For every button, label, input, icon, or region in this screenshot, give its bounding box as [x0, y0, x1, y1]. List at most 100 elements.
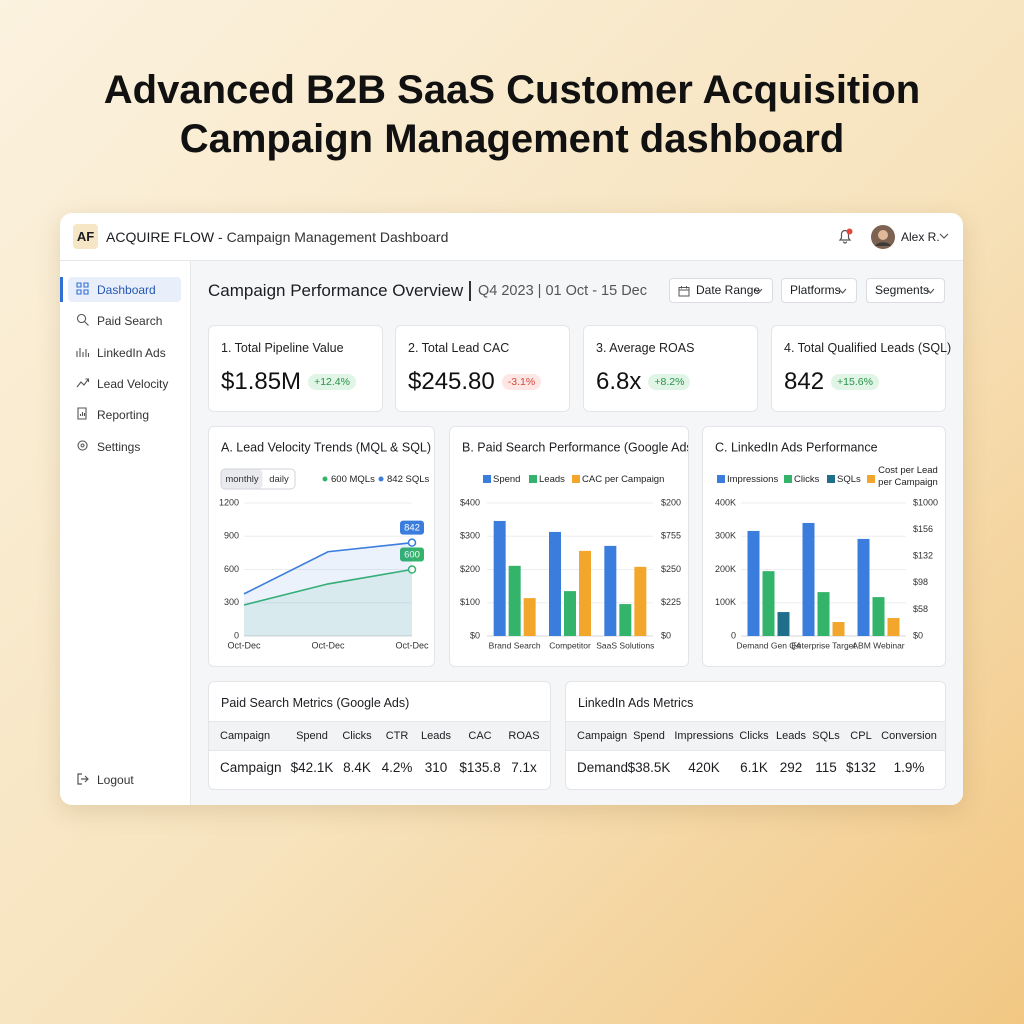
toggle-option: monthly [225, 474, 259, 485]
x-tick-label: Oct-Dec [227, 640, 261, 650]
active-nav-indicator [60, 277, 63, 302]
logout[interactable]: Logout [97, 773, 134, 787]
column-header: CPL [850, 730, 872, 742]
y-tick-label: 900 [224, 531, 239, 541]
x-tick-label: SaaS Solutions [596, 640, 654, 650]
logo: AF [73, 224, 98, 249]
bar [508, 565, 521, 636]
section-title: Campaign Performance Overview [208, 281, 464, 300]
filter-label: Date Range [696, 283, 761, 297]
nav-item[interactable]: Dashboard [97, 283, 156, 297]
value-label: 842 [404, 523, 420, 534]
bar [777, 612, 790, 636]
kpi-label: 2. Total Lead CAC [408, 341, 510, 355]
chart-title: C. LinkedIn Ads Performance [715, 440, 878, 454]
y-tick-label: 200K [715, 564, 736, 574]
bar [523, 598, 536, 636]
x-tick-label: Competitor [549, 640, 591, 650]
notification-bell[interactable] [836, 227, 854, 245]
y-tick-label: 400K [715, 497, 736, 507]
legend-label: Impressions [727, 474, 778, 485]
chart: A. Lead Velocity Trends (MQL & SQL) 0 300 6… [219, 440, 431, 650]
avatar[interactable] [870, 224, 896, 250]
kpi-value: 842 [784, 368, 825, 395]
column-header: Impressions [674, 730, 734, 742]
period: Q4 2023 | 01 Oct - 15 Dec [478, 283, 647, 299]
nav-item[interactable]: Lead Velocity [97, 376, 169, 391]
legend-swatch [483, 475, 491, 483]
table-cell: Campaign [220, 760, 282, 775]
legend-label: 600 MQLs [331, 474, 375, 485]
bar [634, 566, 647, 636]
column-header: Conversion [881, 730, 937, 742]
column-header: Campaign [220, 730, 271, 742]
y2-tick-label: $132 [913, 551, 933, 561]
table-card: Paid Search Metrics (Google Ads) Campaign… [208, 681, 551, 790]
column-header: Campaign [577, 730, 628, 742]
filter-button[interactable]: Date Range [669, 278, 773, 303]
column-header: Clicks [739, 730, 769, 742]
y2-tick-label: $0 [661, 630, 671, 640]
nav-item[interactable]: Reporting [97, 408, 150, 423]
brand-subtitle: - Campaign Management Dashboard [218, 229, 449, 245]
icon-shape [77, 314, 89, 327]
x-tick-label: ABM Webinar [852, 640, 904, 650]
series-area [244, 569, 412, 636]
chart-title: A. Lead Velocity Trends (MQL & SQL) [221, 440, 431, 454]
nav-item[interactable]: Paid Search [97, 314, 163, 329]
filter-label: Platforms [790, 283, 841, 297]
kpi-label: 1. Total Pipeline Value [221, 341, 344, 355]
nav-item[interactable]: Settings [97, 439, 141, 454]
icon-shape [77, 407, 87, 420]
bar [619, 604, 632, 636]
filter-button[interactable]: Platforms [781, 278, 857, 303]
table-cell: 4.2% [381, 760, 413, 775]
caret-shape [926, 288, 935, 294]
nav-icon [76, 378, 90, 388]
kpi-card: 4. Total Qualified Leads (SQL) 842 +15.6% [771, 325, 951, 412]
table-cell: $42.1K [290, 760, 334, 775]
bar [493, 520, 506, 636]
nav-icon [76, 347, 90, 357]
column-header: Leads [421, 730, 451, 742]
column-header: Spend [633, 730, 665, 742]
x-tick-label: Enterprise Target [791, 640, 856, 650]
y-tick-label: $100 [460, 597, 480, 607]
legend-dot [322, 476, 328, 482]
nav-icon [76, 282, 89, 295]
nav-item[interactable]: LinkedIn Ads [97, 345, 166, 360]
kpi-value: $1.85M [221, 368, 302, 395]
y2-tick-label: $0 [913, 630, 923, 640]
y-tick-label: 300K [715, 531, 736, 541]
bar [857, 538, 870, 636]
user-name[interactable]: Alex R. [901, 230, 940, 244]
value-label-box [400, 520, 424, 535]
table-cell: 115 [815, 760, 837, 775]
kpi-change: +8.2% [648, 374, 691, 390]
table-card: LinkedIn Ads Metrics Campaign Spend Impress… [565, 681, 946, 790]
end-point [407, 538, 417, 547]
legend-label: Leads [539, 474, 565, 485]
toggle-option: daily [269, 474, 289, 485]
legend-swatch [529, 475, 537, 483]
table-header-bg [209, 721, 550, 751]
logout-icon [77, 773, 89, 785]
column-header: CAC [468, 730, 492, 742]
filter-button[interactable]: Segments [866, 278, 945, 303]
series-line [243, 568, 413, 606]
kpi-card: 2. Total Lead CAC $245.80 -3.1% [395, 325, 570, 412]
y2-tick-label: $200 [661, 497, 681, 507]
kpi-value-row: 842 +15.6% [784, 368, 879, 396]
bar [832, 622, 845, 636]
legend-swatch [827, 475, 835, 483]
icon-shape [76, 347, 90, 357]
y-tick-label: 0 [731, 630, 736, 640]
chart-card: B. Paid Search Performance (Google Ads) $… [449, 426, 689, 667]
user-caret [939, 233, 949, 239]
headline: Campaign Management dashboard [179, 117, 845, 161]
legend-swatch [572, 475, 580, 483]
chart-card: A. Lead Velocity Trends (MQL & SQL) 0 300 6… [208, 426, 435, 667]
caret [754, 288, 763, 294]
kpi-change: -3.1% [501, 374, 542, 390]
